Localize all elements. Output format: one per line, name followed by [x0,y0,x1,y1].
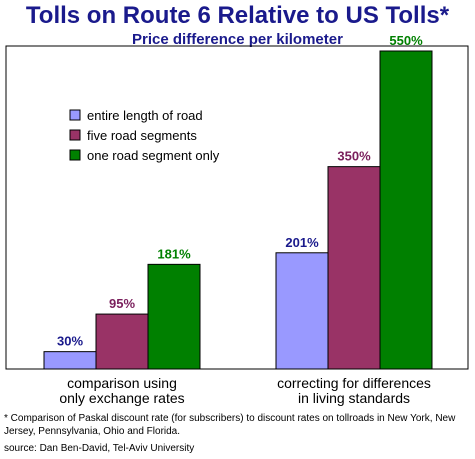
legend-swatch [69,109,81,121]
category-label: comparison using [67,375,177,391]
data-label: 30% [57,334,83,349]
bar-2-1 [95,313,149,370]
footnote: * Comparison of Paskal discount rate (fo… [4,413,456,437]
legend-swatch [69,129,81,141]
category-label: in living standards [298,390,410,406]
data-label: 95% [109,296,135,311]
bar-1-1 [43,351,97,370]
bar-3-2 [379,50,433,370]
data-label: 181% [157,246,191,261]
legend-label: five road segments [87,128,197,143]
data-label: 550% [389,33,423,48]
bar-2-2 [327,166,381,370]
category-label: only exchange rates [59,390,184,406]
bar-1-2 [275,252,329,370]
data-label: 350% [337,149,371,164]
chart-title: Tolls on Route 6 Relative to US Tolls* [25,2,450,29]
chart-subtitle: Price difference per kilometer [132,31,343,48]
category-label: correcting for differences [277,375,431,391]
bar-3-1 [147,263,201,370]
legend-swatch [69,149,81,161]
legend-label: entire length of road [87,108,203,123]
legend-label: one road segment only [87,148,220,163]
data-label: 201% [285,235,319,250]
source-note: source: Dan Ben-David, Tel-Aviv Universi… [4,443,195,454]
